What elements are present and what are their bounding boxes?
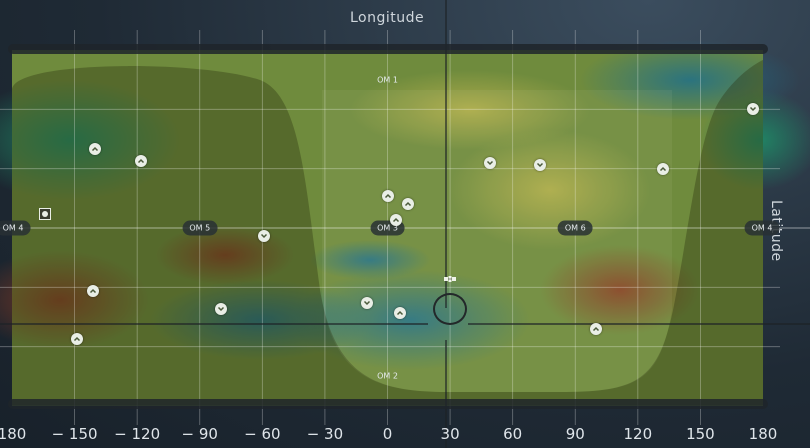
ascending-waypoint-icon[interactable] [394,307,407,320]
descending-waypoint-icon[interactable] [533,158,546,171]
orbit-marker-label[interactable]: OM 2 [377,371,398,381]
ascending-waypoint-icon[interactable] [87,285,100,298]
lon-tick-label: − 30 [306,425,344,443]
lon-tick-label: 0 [382,425,393,443]
lon-tick-label: 180 [748,425,778,443]
descending-waypoint-icon[interactable] [360,297,373,310]
lon-tick-label: 180 [0,425,27,443]
lon-tick-label: − 120 [114,425,161,443]
satellite-icon[interactable] [444,274,457,284]
ascending-waypoint-icon[interactable] [135,154,148,167]
lon-tick-label: − 90 [181,425,218,443]
ascending-waypoint-icon[interactable] [590,322,603,335]
orbit-marker-label[interactable]: OM 4 [744,220,780,236]
ascending-waypoint-icon[interactable] [656,162,669,175]
lon-tick-label: − 150 [51,425,98,443]
orbit-marker-label[interactable]: OM 5 [182,220,218,236]
lon-tick-label: − 60 [244,425,281,443]
lon-tick-label: 90 [565,425,585,443]
map-borders [8,44,768,409]
descending-waypoint-icon[interactable] [258,229,271,242]
ascending-waypoint-icon[interactable] [402,198,415,211]
orbit-marker-label[interactable]: OM 1 [377,75,398,85]
ascending-waypoint-icon[interactable] [389,214,402,227]
target-reticle[interactable] [433,293,468,326]
lon-tick-label: 30 [440,425,460,443]
descending-waypoint-icon[interactable] [746,103,759,116]
ascending-waypoint-icon[interactable] [89,142,102,155]
ascending-waypoint-icon[interactable] [381,190,394,203]
orbit-marker-label[interactable]: OM 6 [557,220,593,236]
lon-tick-label: 60 [503,425,523,443]
orbit-marker-label[interactable]: OM 4 [0,220,31,236]
descending-waypoint-icon[interactable] [483,156,496,169]
descending-waypoint-icon[interactable] [214,303,227,316]
daylight-overlay [12,60,763,405]
lon-tick-label: 150 [686,425,715,443]
ground-station-dot [42,211,49,218]
ascending-waypoint-icon[interactable] [70,332,83,345]
lon-tick-label: 120 [623,425,653,443]
ground-station-marker[interactable] [39,208,52,221]
longitude-axis-title: Longitude [350,10,425,26]
